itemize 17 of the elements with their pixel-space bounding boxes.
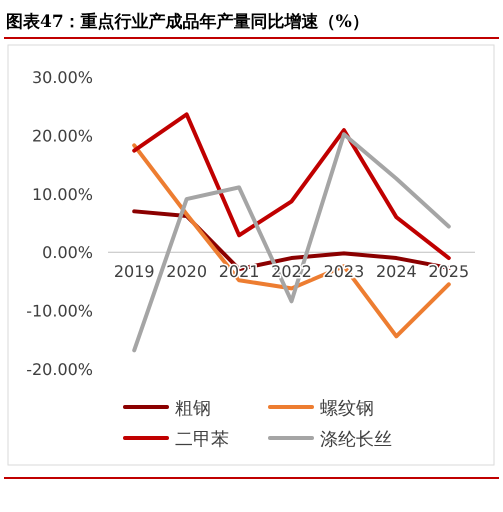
x-tick-label: 2022: [271, 262, 312, 282]
chart-title: 图表47：重点行业产成品年产量同比增速（%）: [6, 12, 369, 32]
y-tick-label: 30.00%: [32, 68, 93, 87]
legend-label: 粗钢: [175, 398, 211, 419]
y-tick-label: -20.00%: [26, 360, 93, 379]
y-tick-label: 20.00%: [32, 126, 93, 146]
y-tick-label: 10.00%: [32, 184, 93, 204]
legend-label: 二甲苯: [175, 429, 229, 450]
x-tick-label: 2024: [376, 262, 417, 282]
x-tick-label: 2025: [428, 262, 470, 282]
legend-label: 螺纹钢: [320, 398, 374, 419]
line-series: [132, 112, 451, 260]
y-tick-label: 0.00%: [42, 243, 93, 262]
legend-label: 涤纶长丝: [320, 429, 392, 450]
y-tick-label: -10.00%: [26, 302, 93, 321]
x-tick-label: 2020: [166, 262, 207, 282]
x-tick-label: 2019: [114, 262, 155, 282]
